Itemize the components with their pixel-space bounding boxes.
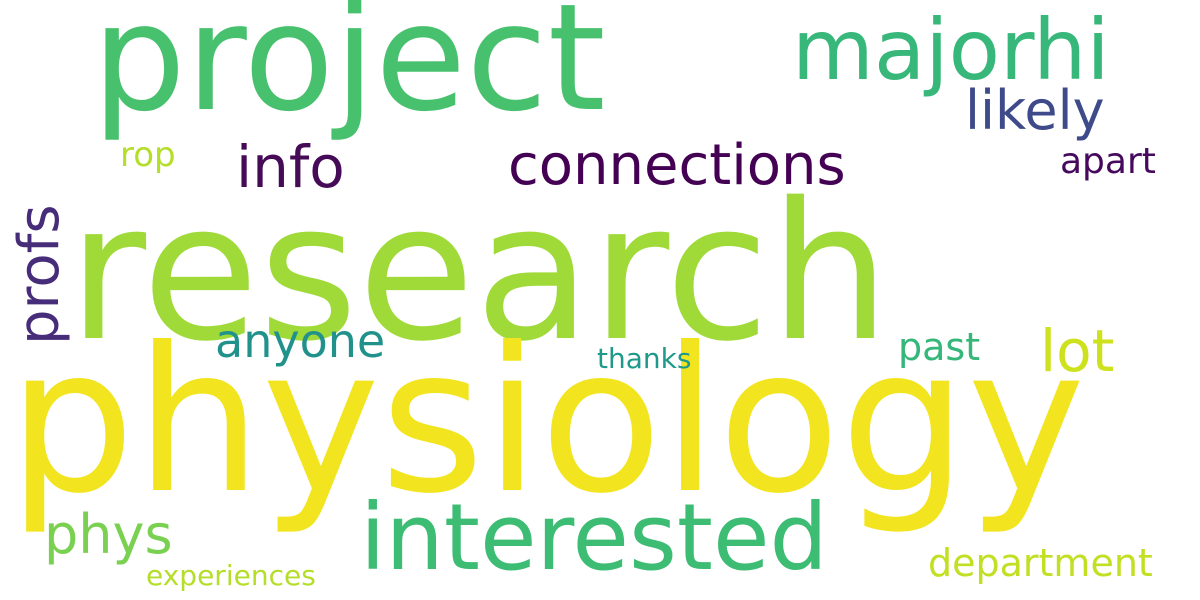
word-info: info <box>236 133 345 201</box>
word-likely: likely <box>965 79 1105 142</box>
word-past: past <box>898 325 981 369</box>
word-rop: rop <box>120 135 176 175</box>
word-research: research <box>68 162 890 383</box>
word-majorhi: majorhi <box>792 1 1110 99</box>
word-physiology: physiology <box>8 305 1086 538</box>
word-experiences: experiences <box>146 559 316 592</box>
word-apart: apart <box>1060 141 1156 182</box>
word-connections: connections <box>508 133 846 198</box>
word-profs: profs <box>7 204 72 346</box>
word-project: project <box>92 0 606 144</box>
word-phys: phys <box>44 503 173 566</box>
word-interested: interested <box>360 484 828 591</box>
word-thanks: thanks <box>597 342 692 375</box>
word-anyone: anyone <box>215 314 386 368</box>
word-lot: lot <box>1040 317 1115 385</box>
word-department: department <box>928 541 1153 585</box>
